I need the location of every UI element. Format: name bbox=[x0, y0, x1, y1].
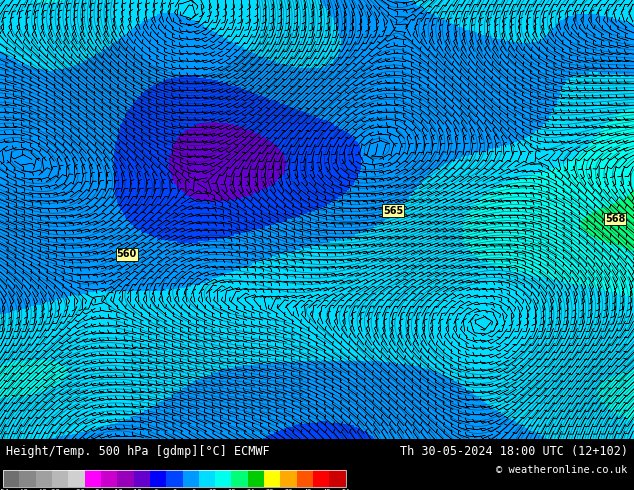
Bar bbox=[166, 470, 183, 487]
Text: -12: -12 bbox=[130, 489, 143, 490]
Text: 12: 12 bbox=[208, 489, 217, 490]
Text: 0: 0 bbox=[172, 489, 176, 490]
Text: -48: -48 bbox=[16, 489, 29, 490]
Bar bbox=[36, 470, 52, 487]
Text: 568: 568 bbox=[605, 214, 625, 224]
Bar bbox=[313, 470, 329, 487]
Bar bbox=[3, 470, 346, 487]
Text: 565: 565 bbox=[383, 205, 403, 216]
Text: 42: 42 bbox=[303, 489, 312, 490]
Text: 560: 560 bbox=[117, 249, 137, 259]
Text: 54: 54 bbox=[341, 489, 350, 490]
Bar bbox=[183, 470, 199, 487]
Bar bbox=[68, 470, 85, 487]
Bar bbox=[3, 470, 20, 487]
Bar bbox=[248, 470, 264, 487]
Text: -24: -24 bbox=[92, 489, 105, 490]
Text: 18: 18 bbox=[227, 489, 236, 490]
Bar bbox=[85, 470, 101, 487]
Bar bbox=[280, 470, 297, 487]
Bar bbox=[215, 470, 231, 487]
Text: Height/Temp. 500 hPa [gdmp][°C] ECMWF: Height/Temp. 500 hPa [gdmp][°C] ECMWF bbox=[6, 445, 270, 458]
Text: 36: 36 bbox=[284, 489, 293, 490]
Bar bbox=[297, 470, 313, 487]
Text: 30: 30 bbox=[265, 489, 274, 490]
Bar bbox=[199, 470, 215, 487]
Text: 6: 6 bbox=[191, 489, 195, 490]
Bar bbox=[52, 470, 68, 487]
Text: -6: -6 bbox=[151, 489, 160, 490]
Text: -54: -54 bbox=[0, 489, 10, 490]
Bar bbox=[101, 470, 117, 487]
Bar bbox=[117, 470, 134, 487]
Text: -38: -38 bbox=[48, 489, 60, 490]
Bar bbox=[150, 470, 166, 487]
Bar bbox=[20, 470, 36, 487]
Bar bbox=[329, 470, 346, 487]
Text: 48: 48 bbox=[322, 489, 331, 490]
Text: -18: -18 bbox=[111, 489, 124, 490]
Text: © weatheronline.co.uk: © weatheronline.co.uk bbox=[496, 466, 628, 475]
Bar bbox=[134, 470, 150, 487]
Text: Th 30-05-2024 18:00 UTC (12+102): Th 30-05-2024 18:00 UTC (12+102) bbox=[399, 445, 628, 458]
Text: -30: -30 bbox=[73, 489, 86, 490]
Bar bbox=[231, 470, 248, 487]
Bar bbox=[264, 470, 280, 487]
Text: -42: -42 bbox=[35, 489, 48, 490]
Text: 24: 24 bbox=[246, 489, 255, 490]
